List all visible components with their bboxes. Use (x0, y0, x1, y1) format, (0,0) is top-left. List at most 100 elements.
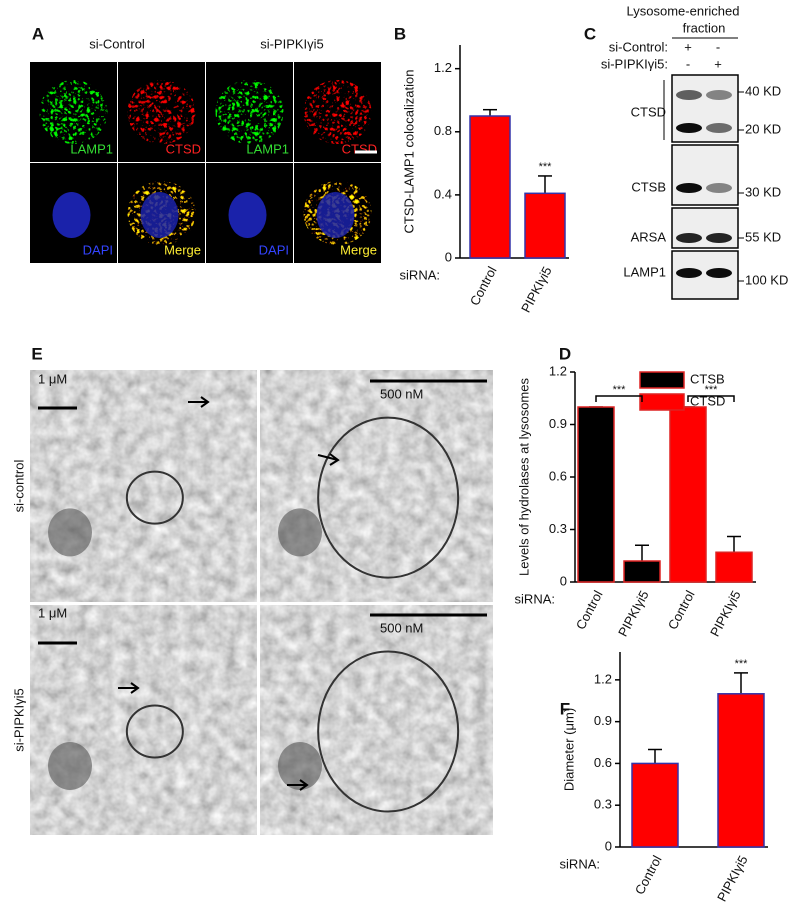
panel-letter: E (31, 344, 42, 363)
x-tick-label: PIPKIγi5 (615, 588, 652, 639)
scale-label: 500 nM (380, 386, 423, 401)
significance-label: *** (539, 161, 553, 173)
em-image (260, 370, 493, 602)
organelle (125, 704, 184, 759)
organelle (317, 650, 460, 813)
panel-letter: B (394, 24, 406, 43)
y-tick-label: 0 (445, 249, 452, 264)
nucleus (52, 192, 91, 238)
channel-label: DAPI (83, 242, 113, 257)
em-image (30, 370, 257, 602)
channel-label: CTSD (342, 141, 377, 156)
size-label: 40 KD (745, 83, 781, 98)
y-tick-label: 0.6 (594, 755, 612, 770)
blot-band (676, 183, 702, 193)
blot-band (676, 90, 702, 100)
cell-signal (303, 80, 372, 144)
blot-band (706, 123, 732, 133)
row-label: si-control (11, 460, 26, 513)
cell-signal (127, 80, 196, 144)
condition-mark: + (684, 39, 692, 54)
arrow (118, 682, 140, 694)
blot-header: fraction (683, 20, 726, 35)
arrow (188, 396, 210, 408)
bar (469, 115, 511, 259)
y-tick-label: 0.8 (434, 123, 452, 138)
x-axis-label: siRNA: (400, 267, 440, 282)
x-tick-label: Control (632, 853, 665, 897)
legend-label: CTSD (690, 393, 725, 408)
channel-label: LAMP1 (70, 141, 113, 156)
x-axis-label: siRNA: (560, 856, 600, 871)
condition-mark: - (716, 39, 720, 54)
x-tick-label: Control (573, 588, 606, 632)
significance-label: *** (613, 384, 627, 396)
column-label: si-Control (89, 36, 145, 51)
organelle (317, 416, 460, 579)
arrow (287, 779, 309, 791)
nucleus (228, 192, 267, 238)
bar (717, 693, 765, 848)
legend-swatch (639, 371, 685, 389)
blot-band (706, 183, 732, 193)
channel-label: Merge (164, 242, 201, 257)
condition-mark: + (714, 56, 722, 71)
significance-label: *** (705, 384, 719, 396)
x-axis-label: siRNA: (515, 591, 555, 606)
y-tick-label: 0 (605, 838, 612, 853)
significance-bracket (687, 395, 735, 402)
cell-signal (215, 80, 284, 144)
significance-label: *** (735, 658, 749, 670)
panel-letter: D (559, 344, 571, 363)
legend-label: CTSB (690, 371, 725, 386)
size-label: 30 KD (745, 184, 781, 199)
protein-label: LAMP1 (623, 264, 666, 279)
nucleus (140, 192, 179, 238)
x-tick-label: Control (665, 588, 698, 632)
protein-label: CTSB (631, 179, 666, 194)
y-tick-label: 1.2 (549, 363, 567, 378)
panel-letter: F (560, 699, 570, 718)
y-tick-label: 0.9 (594, 713, 612, 728)
channel-label: Merge (340, 242, 377, 257)
organelle (278, 508, 322, 557)
size-label: 20 KD (745, 121, 781, 136)
x-tick-label: PIPKIγi5 (714, 853, 751, 904)
blot-box (671, 144, 739, 206)
y-tick-label: 0.6 (549, 468, 567, 483)
y-tick-label: 0 (560, 573, 567, 588)
blot-band (676, 268, 702, 278)
bar (631, 762, 679, 848)
y-tick-label: 0.9 (549, 416, 567, 431)
bar (669, 406, 707, 583)
cell-signal (39, 80, 108, 144)
organelle (125, 470, 184, 525)
organelle (278, 742, 322, 790)
y-tick-label: 0.3 (549, 521, 567, 536)
blot-header: Lysosome-enriched (627, 3, 740, 18)
organelle (48, 742, 92, 790)
em-image (260, 605, 493, 835)
blot-band (706, 233, 732, 243)
x-tick-label: PIPKIγi5 (518, 264, 555, 315)
channel-label: CTSD (166, 141, 201, 156)
bar (577, 406, 615, 583)
scale-label: 500 nM (380, 620, 423, 635)
panel-letter: C (584, 24, 596, 43)
nucleus (316, 192, 355, 238)
significance-bracket (595, 395, 643, 402)
organelle (48, 508, 92, 557)
scale-label: 1 μM (38, 371, 67, 386)
arrow (317, 453, 340, 466)
protein-label: CTSD (631, 104, 666, 119)
y-axis-label: Diameter (μm) (561, 708, 576, 791)
column-label: si-PIPKIγi5 (260, 36, 324, 51)
blot-band (706, 268, 732, 278)
protein-label: ARSA (631, 229, 667, 244)
size-label: 100 KD (745, 272, 788, 287)
y-axis-label: CTSD-LAMP1 colocalization (401, 69, 416, 233)
y-tick-label: 0.4 (434, 186, 452, 201)
y-tick-label: 1.2 (434, 60, 452, 75)
legend-swatch (639, 393, 685, 411)
